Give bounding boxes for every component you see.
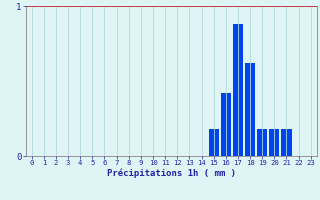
Bar: [233, 24, 243, 156]
Bar: [221, 93, 231, 156]
Bar: [281, 129, 292, 156]
Bar: [269, 129, 279, 156]
Bar: [257, 129, 267, 156]
Bar: [245, 63, 255, 156]
X-axis label: Précipitations 1h ( mm ): Précipitations 1h ( mm ): [107, 169, 236, 178]
Bar: [209, 129, 219, 156]
